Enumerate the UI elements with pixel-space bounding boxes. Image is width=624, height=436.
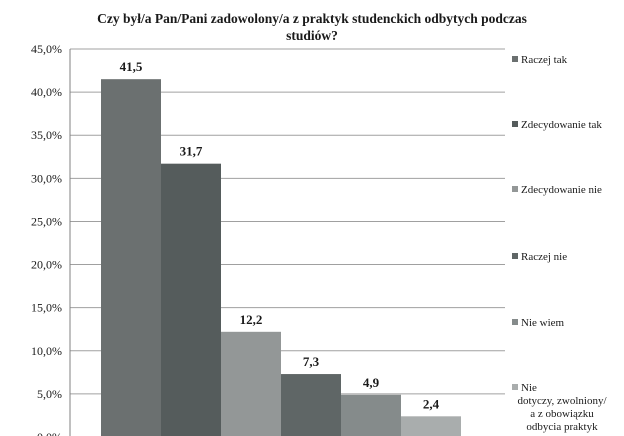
legend-label-line: dotyczy, zwolniony/ — [517, 395, 607, 407]
y-tick-label: 35,0% — [31, 128, 62, 142]
legend-item: Raczej tak — [512, 54, 568, 66]
y-tick-label: 25,0% — [31, 214, 62, 228]
legend-swatch — [512, 56, 518, 62]
legend-label: Nie wiem — [521, 317, 565, 329]
legend-label-line: Nie — [521, 382, 537, 394]
bar-5 — [341, 394, 401, 436]
bar-6 — [401, 416, 461, 436]
legend: Raczej tak Zdecydowanie tak Zdecydowanie n… — [512, 54, 607, 433]
legend-item: Zdecydowanie tak — [512, 119, 602, 131]
data-label: 41,5 — [120, 59, 143, 74]
legend-swatch — [512, 319, 518, 325]
chart-title-line: Czy był/a Pan/Pani zadowolony/a z prakty… — [97, 11, 527, 26]
data-label: 4,9 — [363, 375, 380, 390]
bar-4 — [281, 374, 341, 436]
legend-item: Zdecydowanie nie — [512, 184, 602, 196]
legend-label: Zdecydowanie nie — [521, 184, 602, 196]
legend-label: Raczej tak — [521, 54, 568, 66]
bars — [101, 79, 461, 436]
chart-title-line: studiów? — [286, 28, 338, 43]
y-tick-label: 20,0% — [31, 258, 62, 272]
data-label: 31,7 — [180, 144, 203, 159]
y-axis-ticks: 0,0% 5,0% 10,0% 15,0% 20,0% 25,0% 30,0% 35,0% 40… — [31, 42, 62, 436]
chart-title: Czy był/a Pan/Pani zadowolony/a z prakty… — [97, 11, 527, 43]
legend-label: Zdecydowanie tak — [521, 119, 602, 131]
bar-3 — [221, 331, 281, 436]
data-labels: 41,5 31,7 12,2 7,3 4,9 2,4 — [120, 59, 440, 411]
legend-item: Raczej nie — [512, 251, 567, 263]
y-tick-label: 0,0% — [37, 430, 62, 436]
legend-label-line: a z obowiązku — [530, 408, 594, 420]
y-tick-label: 40,0% — [31, 85, 62, 99]
bar-1 — [101, 79, 161, 436]
data-label: 12,2 — [240, 312, 263, 327]
y-tick-label: 15,0% — [31, 301, 62, 315]
legend-item: Nie wiem — [512, 317, 565, 329]
data-label: 7,3 — [303, 354, 320, 369]
legend-swatch — [512, 253, 518, 259]
bar-2 — [161, 163, 221, 436]
legend-swatch — [512, 186, 518, 192]
y-tick-label: 30,0% — [31, 171, 62, 185]
data-label: 2,4 — [423, 396, 440, 411]
legend-label: Raczej nie — [521, 251, 567, 263]
legend-swatch — [512, 384, 518, 390]
y-tick-label: 10,0% — [31, 344, 62, 358]
y-tick-label: 45,0% — [31, 42, 62, 56]
legend-label-line: odbycia praktyk — [526, 421, 598, 433]
legend-swatch — [512, 121, 518, 127]
y-tick-label: 5,0% — [37, 387, 62, 401]
